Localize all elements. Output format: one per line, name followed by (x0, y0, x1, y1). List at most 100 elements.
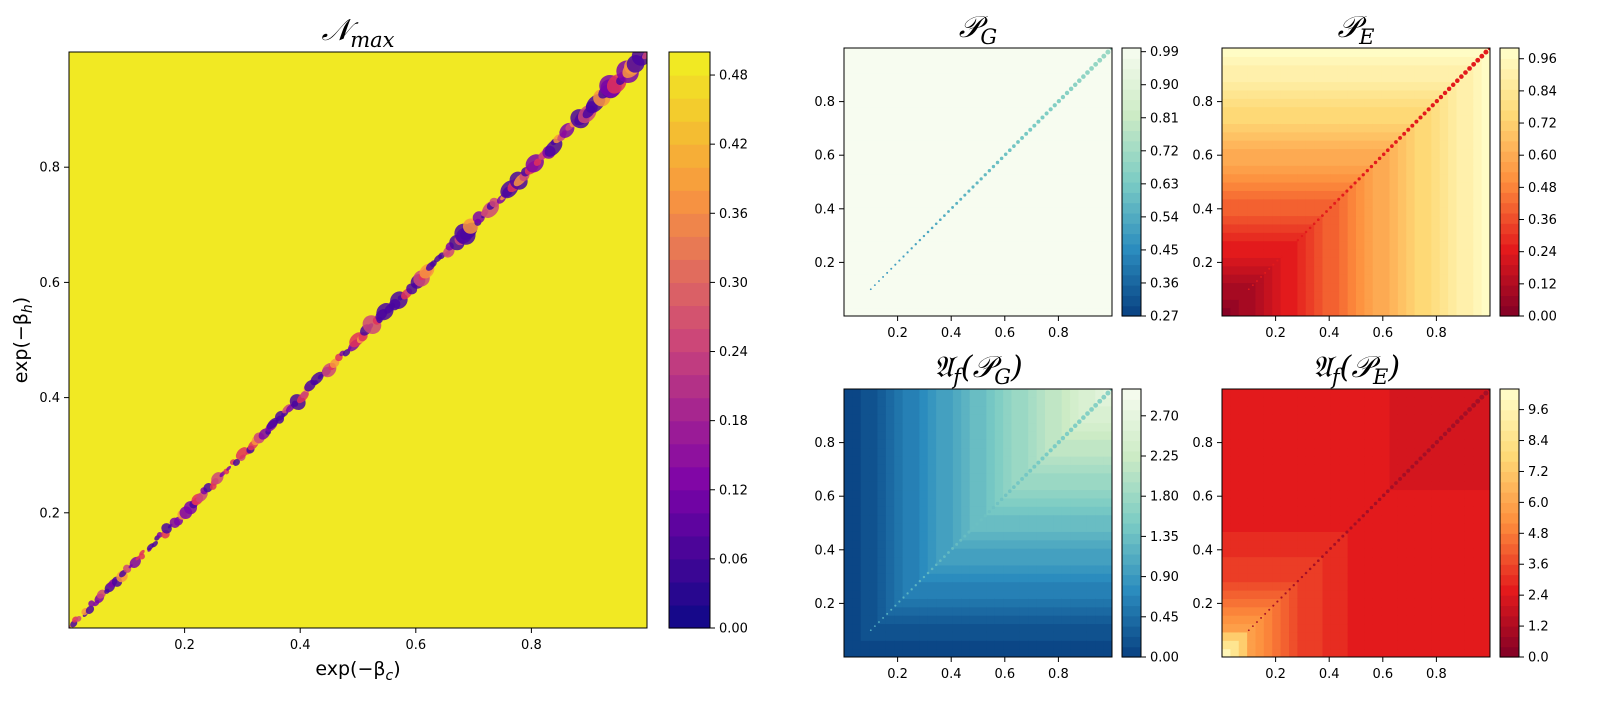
heatmap-cell (986, 489, 996, 499)
heatmap-cell (844, 506, 853, 516)
heatmap-cell (1464, 257, 1474, 267)
heatmap-cell (1003, 64, 1013, 74)
colorbar-tick-label: 0.54 (1150, 210, 1179, 225)
heatmap-cell (1364, 389, 1374, 398)
heatmap-cell (1305, 497, 1315, 507)
heatmap-cell (1389, 274, 1399, 284)
heatmap-cell (1464, 290, 1474, 300)
heatmap-cell (927, 198, 937, 208)
colorbar-band (1122, 419, 1141, 431)
heatmap-cell (1086, 422, 1096, 432)
heatmap-cell (936, 232, 946, 242)
colorbar-band (1122, 140, 1141, 152)
heatmap-cell (1255, 606, 1265, 616)
heatmap-cell (877, 173, 887, 183)
heatmap-cell (1414, 615, 1424, 625)
heatmap-cell (978, 606, 987, 616)
heatmap-cell (1314, 56, 1324, 66)
heatmap-cell (1095, 506, 1105, 516)
heatmap-cell (1011, 89, 1021, 99)
heatmap-cell (1011, 590, 1021, 599)
heatmap-cell (1372, 198, 1382, 208)
heatmap-cell (936, 190, 946, 200)
heatmap-cell (1272, 556, 1282, 566)
heatmap-cell (969, 106, 979, 116)
heatmap-cell (1061, 123, 1071, 133)
heatmap-cell (994, 531, 1004, 541)
heatmap-cell (1272, 232, 1282, 242)
heatmap-cell (994, 389, 1004, 398)
heatmap-cell (994, 56, 1004, 66)
heatmap-cell (911, 156, 920, 166)
heatmap-cell (1247, 73, 1257, 83)
heatmap-cell (919, 464, 929, 474)
heatmap-cell (1272, 523, 1282, 532)
heatmap-cell (936, 207, 946, 217)
heatmap-cell (1272, 81, 1282, 91)
heatmap-cell (986, 447, 996, 457)
heatmap-cell (1481, 307, 1490, 316)
colorbar-band (669, 420, 710, 445)
heatmap-cell (1028, 207, 1038, 217)
heatmap-cell (1448, 89, 1458, 99)
heatmap-cell (1272, 73, 1282, 83)
plot-area-pg (844, 48, 1112, 316)
heatmap-cell (1372, 648, 1382, 657)
heatmap-cell (869, 282, 879, 292)
heatmap-cell (1053, 422, 1063, 432)
heatmap-cell (927, 123, 937, 133)
heatmap-cell (1053, 573, 1063, 583)
diagonal-mark (139, 549, 145, 556)
x-tick-label: 0.4 (1319, 326, 1340, 341)
heatmap-cell (1289, 265, 1298, 275)
heatmap-cell (1280, 548, 1290, 558)
heatmap-cell (885, 489, 895, 499)
diagonal-mark (1077, 419, 1082, 424)
colorbar-tick-label: 0.99 (1150, 45, 1179, 60)
heatmap-cell (1439, 497, 1449, 507)
heatmap-cell (1439, 556, 1449, 566)
colorbar-band (1500, 274, 1519, 286)
heatmap-cell (860, 115, 870, 124)
heatmap-cell (969, 257, 979, 267)
heatmap-cell (978, 81, 987, 91)
diagonal-mark (1312, 563, 1316, 567)
heatmap-cell (1028, 556, 1038, 566)
heatmap-cell (1314, 548, 1324, 558)
heatmap-cell (1481, 439, 1490, 449)
heatmap-cell (1011, 282, 1021, 292)
heatmap-cell (919, 64, 929, 74)
heatmap-cell (1103, 573, 1112, 583)
heatmap-cell (844, 531, 853, 541)
heatmap-cell (1255, 648, 1265, 657)
heatmap-cell (1222, 123, 1231, 133)
heatmap-cell (1078, 165, 1088, 175)
heatmap-cell (1464, 539, 1474, 549)
heatmap-cell (1255, 581, 1265, 591)
heatmap-cell (969, 640, 979, 650)
heatmap-cell (919, 598, 929, 608)
heatmap-cell (1078, 548, 1088, 558)
heatmap-cell (1314, 307, 1324, 316)
heatmap-cell (1431, 131, 1441, 141)
heatmap-cell (894, 223, 904, 233)
heatmap-cell (1464, 299, 1474, 309)
heatmap-cell (1003, 606, 1013, 616)
heatmap-cell (1381, 590, 1391, 599)
heatmap-cell (1036, 223, 1046, 233)
heatmap-cell (1238, 447, 1248, 457)
heatmap-cell (936, 405, 946, 415)
heatmap-cell (986, 631, 996, 641)
heatmap-cell (986, 156, 996, 166)
x-axis-label: exp(−βc) (315, 658, 400, 684)
heatmap-cell (1414, 497, 1424, 507)
heatmap-cell (978, 148, 987, 158)
heatmap-cell (844, 207, 853, 217)
heatmap-cell (1247, 422, 1257, 432)
heatmap-cell (961, 497, 971, 507)
x-tick-label: 0.2 (887, 667, 908, 682)
heatmap-cell (1036, 497, 1046, 507)
heatmap-cell (952, 148, 962, 158)
heatmap-cell (1263, 548, 1273, 558)
heatmap-cell (911, 73, 920, 83)
